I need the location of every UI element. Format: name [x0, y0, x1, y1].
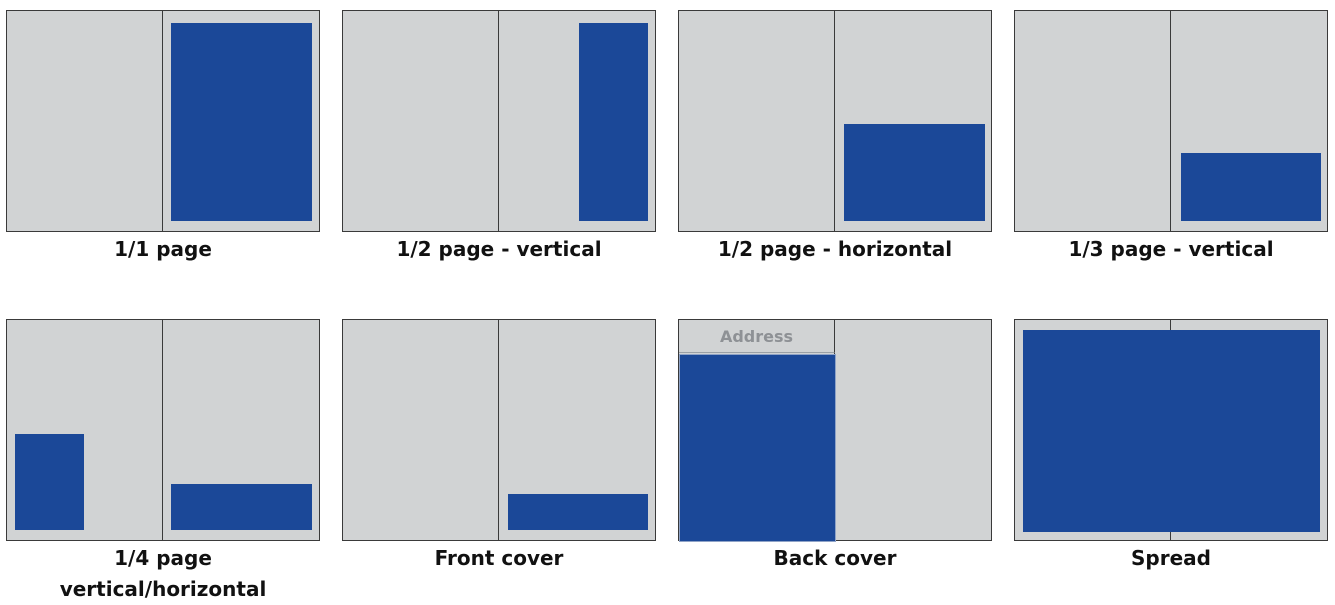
page-spread: [6, 10, 320, 232]
address-label: Address: [679, 320, 835, 353]
format-half-page-horizontal: 1/2 page - horizontal: [678, 10, 992, 265]
fold-line: [162, 11, 163, 231]
caption-line: 1/4 page: [6, 543, 320, 574]
fold-line: [498, 11, 499, 231]
fold-line: [834, 11, 835, 231]
fold-line: [498, 320, 499, 540]
format-caption: 1/3 page - vertical: [1014, 234, 1328, 265]
format-spread: Spread: [1014, 319, 1328, 574]
ad-area: [844, 124, 985, 221]
fold-line: [162, 320, 163, 540]
format-quarter-page: 1/4 page vertical/horizontal: [6, 319, 320, 605]
format-full-page: 1/1 page: [6, 10, 320, 265]
ad-area-horizontal: [171, 484, 312, 530]
format-half-page-vertical: 1/2 page - vertical: [342, 10, 656, 265]
format-caption: 1/2 page - horizontal: [678, 234, 992, 265]
page-spread: [678, 10, 992, 232]
format-front-cover: Front cover: [342, 319, 656, 574]
format-back-cover: Address Back cover: [678, 319, 992, 574]
ad-area: [1023, 330, 1320, 532]
page-spread: [1014, 10, 1328, 232]
fold-line: [1170, 11, 1171, 231]
format-caption: 1/4 page vertical/horizontal: [6, 543, 320, 605]
ad-area: [171, 23, 312, 221]
ad-area: [579, 23, 648, 221]
format-caption: 1/1 page: [6, 234, 320, 265]
format-caption: Front cover: [342, 543, 656, 574]
format-caption: 1/2 page - vertical: [342, 234, 656, 265]
page-spread: [1014, 319, 1328, 541]
ad-area: [679, 354, 836, 542]
ad-area-vertical: [15, 434, 84, 530]
page-spread: [342, 10, 656, 232]
page-spread: [342, 319, 656, 541]
format-caption: Spread: [1014, 543, 1328, 574]
page-spread: [6, 319, 320, 541]
format-caption: Back cover: [678, 543, 992, 574]
format-third-page-vertical: 1/3 page - vertical: [1014, 10, 1328, 265]
caption-line: vertical/horizontal: [6, 574, 320, 605]
page-spread: Address: [678, 319, 992, 541]
ad-area: [508, 494, 648, 530]
ad-area: [1181, 153, 1321, 221]
